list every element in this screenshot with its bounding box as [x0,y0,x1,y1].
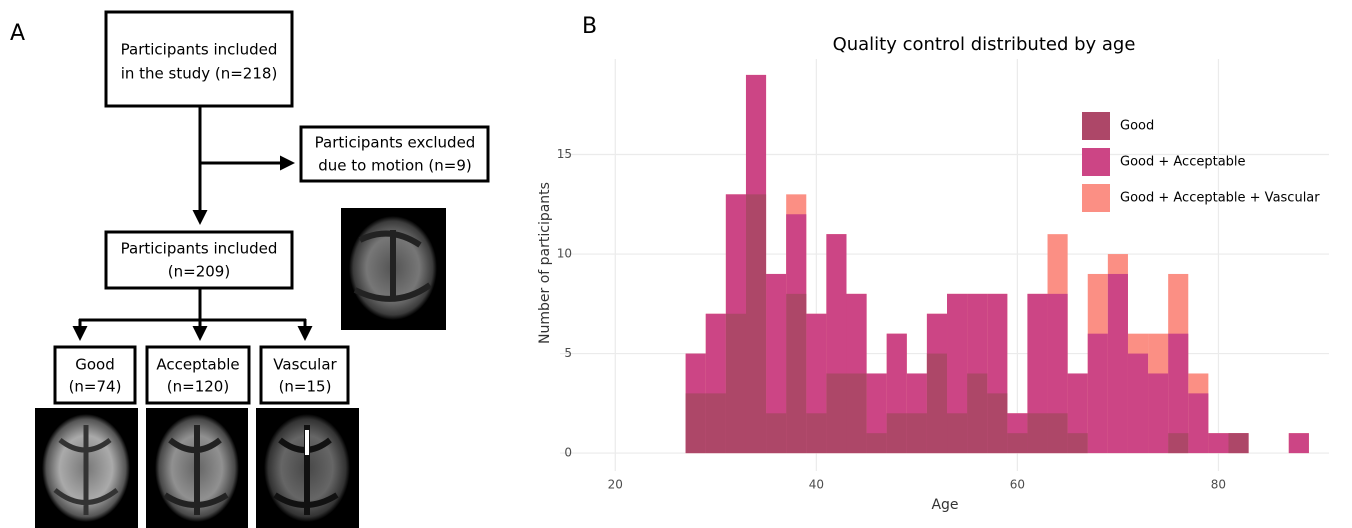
bar [987,393,1008,454]
bar [1067,433,1088,454]
legend-label: Good [1120,119,1154,134]
node-text: Participants excluded [315,134,476,152]
legend-key [1082,148,1110,176]
box [53,345,137,405]
bar [947,413,968,454]
box [104,10,294,108]
bar [886,413,907,454]
brain-image [256,408,359,528]
y-tick-label: 15 [557,147,572,161]
bar [1127,353,1149,454]
node-text: (n=209) [168,263,230,281]
bar [866,433,887,454]
brain-images [35,208,446,528]
bar [705,393,726,454]
x-axis-label: Age [931,497,958,513]
brain-image [341,208,446,330]
bar [826,373,847,454]
box [299,125,490,183]
bar [846,373,867,454]
box [145,345,251,405]
node-text: (n=120) [167,378,229,396]
bar [685,393,706,454]
node-text: (n=74) [69,378,122,396]
bar [1007,433,1028,454]
bar [766,273,787,454]
box [259,345,350,405]
bar [1107,273,1128,454]
node-text: (n=15) [279,378,332,396]
bar [766,413,787,454]
bar [745,194,767,454]
bar [1168,433,1189,454]
node-text: in the study (n=218) [121,65,278,83]
y-tick-label: 0 [564,446,572,460]
x-tick-label: 60 [1010,478,1025,492]
bar [967,373,988,454]
bar [1047,413,1068,454]
bar [1168,333,1189,454]
panel-label: B [582,14,597,39]
node-text: Participants included [121,240,278,258]
bar [1288,433,1309,454]
legend-label: Good + Acceptable [1120,155,1246,170]
brain-image [35,408,138,528]
panel-label: A [10,21,25,46]
bar [1208,433,1229,454]
x-tick-label: 20 [608,478,623,492]
node-text: Acceptable [156,356,239,374]
bar [906,413,927,454]
legend-key [1082,184,1110,212]
chart-title: Quality control distributed by age [833,34,1136,55]
node-text: due to motion (n=9) [318,157,471,175]
x-tick-label: 40 [809,478,824,492]
plot: 20 40 60 80 0 5 10 15 Good Good + Acceptable Good … [557,59,1329,492]
bar [1188,393,1209,454]
x-tick-label: 80 [1211,478,1226,492]
y-axis-label: Number of participants [537,182,553,344]
legend-key [1082,112,1110,140]
bar [926,353,948,454]
y-tick-label: 5 [564,346,572,360]
bar [1087,333,1108,454]
node-text: Vascular [273,356,337,374]
node-texts: Participants included in the study (n=21… [69,41,476,396]
bar [786,293,807,454]
bar [1148,373,1169,454]
node-text: Good [75,356,115,374]
bar [1228,433,1249,454]
node-text: Participants included [121,41,278,59]
legend-label: Good + Acceptable + Vascular [1120,191,1320,206]
bar [725,313,746,454]
y-tick-label: 10 [557,247,572,261]
bar [806,413,827,454]
bar [1027,413,1048,454]
arrows [72,106,313,341]
brain-image [146,408,248,528]
